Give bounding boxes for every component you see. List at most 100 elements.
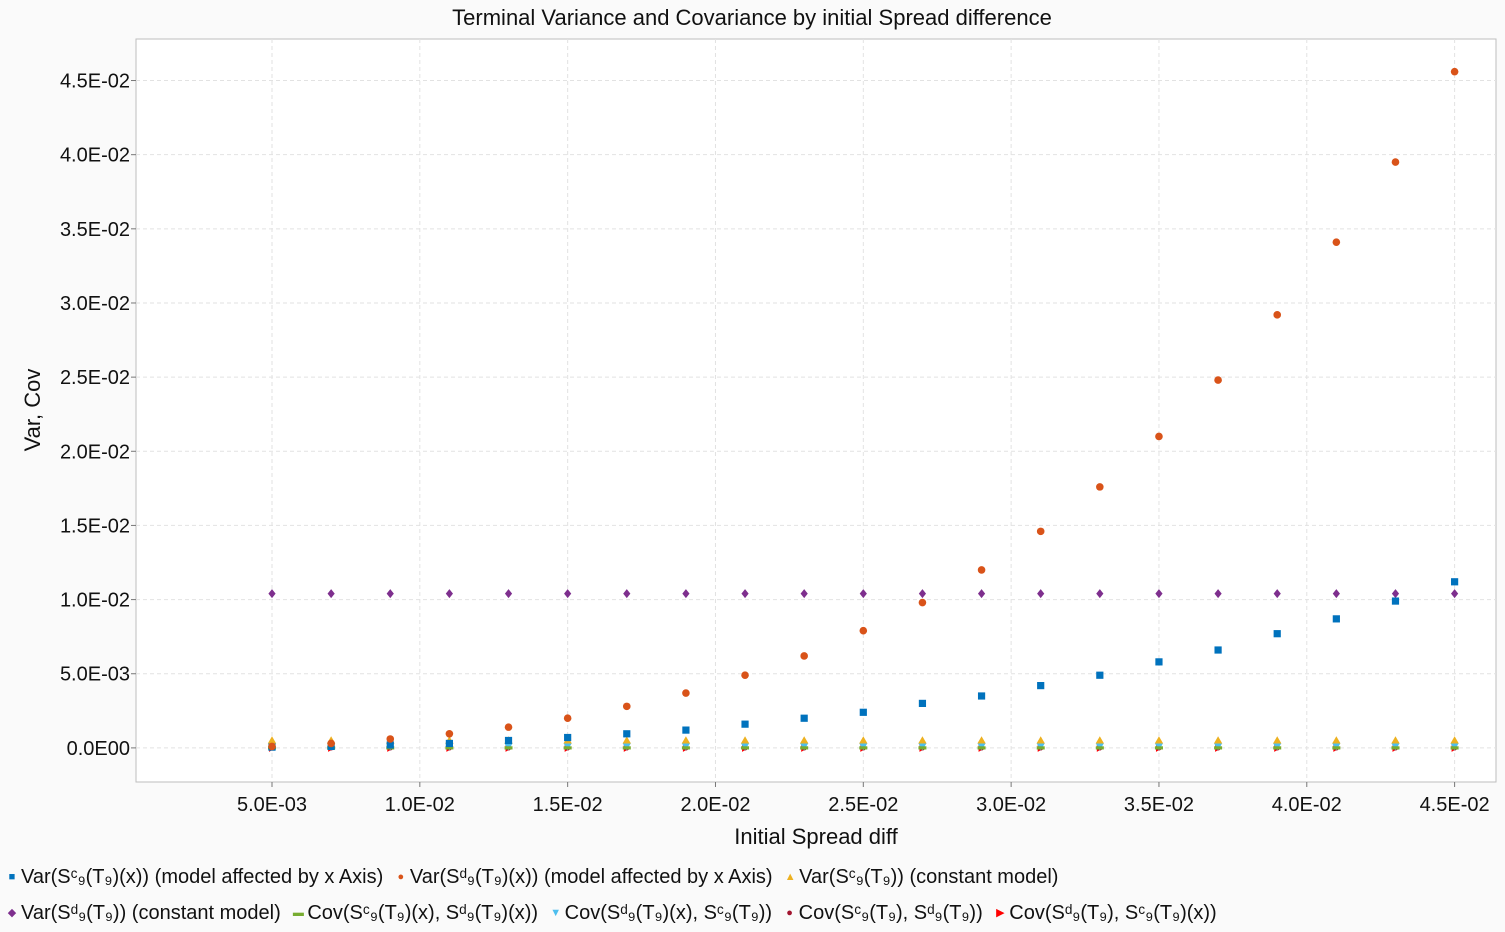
y-tick-label: 2.5E-02 <box>60 367 130 389</box>
data-point <box>1036 736 1045 744</box>
data-point <box>1037 682 1045 690</box>
legend-item-cov-sc-x-sd-x[interactable]: ▬ Cov(Sᶜ₉(T₉)(x), Sᵈ₉(T₉)(x)) <box>292 895 538 931</box>
data-point <box>741 746 750 750</box>
legend-item-var-sd-x[interactable]: ● Var(Sᵈ₉(T₉)(x)) (model affected by x Ax… <box>395 859 773 895</box>
data-point <box>977 589 986 599</box>
data-point <box>504 723 513 731</box>
data-point <box>563 746 572 750</box>
data-point <box>918 589 927 599</box>
x-tick-label: 3.0E-02 <box>976 794 1046 816</box>
data-point <box>1273 589 1281 599</box>
data-point <box>1391 736 1400 744</box>
data-point <box>1332 736 1341 744</box>
data-point <box>563 714 572 723</box>
data-point <box>445 589 453 599</box>
data-point <box>1155 432 1163 441</box>
data-point <box>623 730 631 738</box>
data-point <box>1154 746 1163 750</box>
data-point <box>386 589 394 599</box>
data-point <box>1332 615 1340 623</box>
legend-label: Cov(Sᵈ₉(T₉), Sᶜ₉(T₉)(x)) <box>1009 902 1217 924</box>
data-point <box>1213 736 1223 744</box>
data-point <box>1451 589 1459 599</box>
legend-label: Cov(Sᶜ₉(T₉)(x), Sᵈ₉(T₉)(x)) <box>307 902 539 924</box>
x-tick-label: 4.5E-02 <box>1420 794 1490 816</box>
legend: ■ Var(Sᶜ₉(T₉)(x)) (model affected by x Ax… <box>6 859 1501 931</box>
data-point <box>1214 376 1222 384</box>
data-point <box>859 589 867 599</box>
y-tick-label: 4.0E-02 <box>60 145 130 167</box>
legend-marker-triangle-down: ▼ <box>550 907 562 919</box>
x-tick-label: 2.5E-02 <box>828 794 898 816</box>
data-point <box>1037 589 1045 599</box>
data-point <box>1036 746 1045 750</box>
data-point <box>622 736 631 744</box>
legend-item-cov-sd-sc-x[interactable]: ▶ Cov(Sᵈ₉(T₉), Sᶜ₉(T₉)(x)) <box>994 895 1217 931</box>
data-point <box>1155 589 1163 599</box>
data-point <box>740 736 750 744</box>
data-point <box>386 735 395 743</box>
legend-marker-small-circle: ● <box>786 907 793 919</box>
data-point <box>445 746 454 750</box>
x-tick-label: 1.0E-02 <box>385 794 455 816</box>
legend-item-var-sd-constant[interactable]: ◆ Var(Sᵈ₉(T₉)) (constant model) <box>6 895 281 931</box>
data-point <box>1154 736 1164 744</box>
legend-marker-circle: ● <box>397 871 405 883</box>
legend-item-var-sc-constant[interactable]: ▲ Var(Sᶜ₉(T₉)) (constant model) <box>784 859 1059 895</box>
data-point <box>741 589 749 599</box>
chart-title: Terminal Variance and Covariance by init… <box>452 5 1052 30</box>
data-point <box>1273 630 1281 638</box>
data-point <box>327 589 335 599</box>
data-point <box>268 742 276 751</box>
data-point <box>268 589 276 599</box>
data-point <box>1214 589 1222 599</box>
data-point <box>1273 311 1282 319</box>
y-axis-label: Var, Cov <box>20 369 45 452</box>
data-point <box>682 726 690 734</box>
legend-item-cov-sd-x-sc[interactable]: ▼ Cov(Sᵈ₉(T₉)(x), Sᶜ₉(T₉)) <box>550 895 772 931</box>
data-point <box>741 720 749 728</box>
data-point <box>859 746 868 750</box>
data-point <box>1036 527 1045 536</box>
data-point <box>504 746 513 750</box>
data-point <box>1332 238 1341 246</box>
data-point <box>1155 658 1163 666</box>
chart-plot: Terminal Variance and Covariance by init… <box>20 5 1497 849</box>
data-point <box>1450 746 1459 750</box>
x-tick-label: 1.5E-02 <box>533 794 603 816</box>
data-point <box>859 736 868 744</box>
data-point <box>741 671 749 680</box>
data-point <box>1332 746 1341 750</box>
data-point <box>504 736 513 745</box>
y-tick-label: 2.0E-02 <box>60 441 130 463</box>
x-axis-label: Initial Spread diff <box>734 824 898 849</box>
legend-label: Var(Sᶜ₉(T₉)) (constant model) <box>799 866 1059 888</box>
data-point <box>859 708 867 716</box>
legend-label: Var(Sᵈ₉(T₉)(x)) (model affected by x Axi… <box>409 866 773 888</box>
data-point <box>1450 67 1459 76</box>
data-point <box>564 733 572 742</box>
legend-label: Cov(Sᶜ₉(T₉), Sᵈ₉(T₉)) <box>798 902 983 924</box>
data-point <box>1273 746 1282 750</box>
y-tick-label: 4.5E-02 <box>60 71 130 93</box>
data-point <box>1451 578 1459 586</box>
data-point <box>386 741 394 749</box>
data-point <box>800 746 809 750</box>
data-point <box>622 746 631 750</box>
x-tick-label: 3.5E-02 <box>1124 794 1194 816</box>
legend-item-cov-sc-sd[interactable]: ● Cov(Sᶜ₉(T₉), Sᵈ₉(T₉)) <box>784 895 983 931</box>
data-point <box>1096 589 1104 599</box>
data-point <box>918 598 927 607</box>
legend-marker-triangle: ▲ <box>784 871 796 883</box>
x-tick-label: 4.0E-02 <box>1272 794 1342 816</box>
data-point <box>1391 158 1400 166</box>
data-point <box>800 714 808 722</box>
legend-marker-dash: ▬ <box>292 907 304 919</box>
data-point <box>1273 736 1282 744</box>
data-point <box>977 746 986 750</box>
data-point <box>918 736 927 744</box>
legend-item-var-sc-x[interactable]: ■ Var(Sᶜ₉(T₉)(x)) (model affected by x Ax… <box>6 859 384 895</box>
data-point <box>623 589 631 599</box>
grid <box>136 39 1496 782</box>
